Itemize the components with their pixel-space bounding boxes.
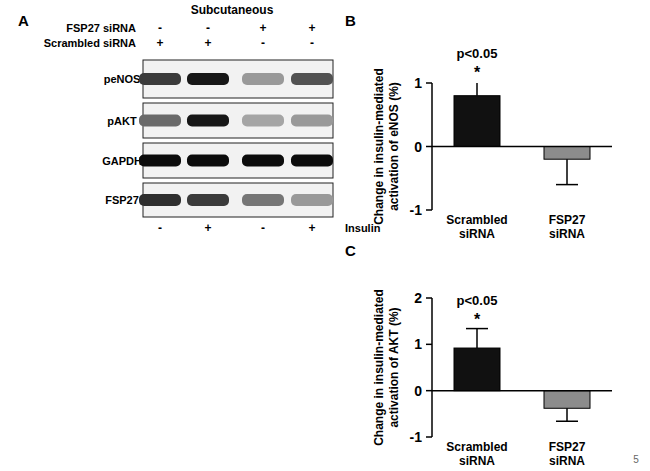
plot-area [454, 329, 590, 422]
condition-label: FSP27 siRNA [66, 22, 136, 34]
y-axis-label: Change in insulin-mediatedactivation of … [372, 289, 401, 446]
y-tick [426, 390, 432, 392]
y-axis [431, 298, 433, 437]
y-tick [426, 209, 432, 211]
blot-band [291, 115, 333, 127]
panel-letter: A [18, 12, 29, 29]
treatment-sign: - [158, 221, 162, 235]
blot-band [242, 155, 284, 167]
blot-band [242, 194, 284, 206]
figure: ASubcutaneousFSP27 siRNA--++Scrambled si… [0, 0, 650, 471]
y-tick [426, 344, 432, 346]
panel-letter: B [345, 12, 356, 29]
treatment-sign: + [308, 221, 315, 235]
error-bar [466, 329, 488, 348]
condition-sign: + [308, 21, 315, 35]
page-number: 5 [633, 454, 639, 465]
treatment-sign: + [204, 221, 211, 235]
bar [544, 147, 590, 160]
plot-area [454, 83, 590, 185]
blot-band [139, 115, 181, 127]
blot-band [291, 155, 333, 167]
condition-sign: + [156, 36, 163, 50]
blot-band [139, 73, 181, 85]
blot-row-label: FSP27 [105, 194, 139, 206]
y-axis-label: Change in insulin-mediatedactivation of … [372, 68, 401, 225]
x-tick-label: FSP27siRNA [549, 440, 586, 468]
blot-band [187, 194, 229, 206]
condition-label: Scrambled siRNA [44, 37, 136, 49]
x-tick-label: ScrambledsiRNA [446, 440, 507, 468]
blot-band [242, 115, 284, 127]
blot-row-label: GAPDH [102, 155, 142, 167]
y-tick [426, 436, 432, 438]
p-value: p<0.05 [457, 293, 498, 308]
blot-band [187, 73, 229, 85]
y-tick-label: 1 [414, 336, 422, 352]
blot-band [139, 194, 181, 206]
error-bar [466, 83, 488, 96]
condition-sign: - [158, 21, 162, 35]
bar [454, 96, 500, 147]
y-tick [426, 146, 432, 148]
blot-row-label: pAKT [107, 115, 137, 127]
blot-row-label: peNOS [104, 73, 141, 85]
bar [454, 348, 500, 391]
blot-band [291, 194, 333, 206]
y-tick [426, 297, 432, 299]
blot-band [242, 73, 284, 85]
y-tick-label: -1 [410, 202, 423, 218]
y-tick-label: -1 [410, 429, 423, 445]
blot-band [187, 115, 229, 127]
x-tick-label: FSP27siRNA [549, 213, 586, 241]
condition-sign: + [204, 36, 211, 50]
y-tick [426, 82, 432, 84]
blot-band [291, 73, 333, 85]
zero-line [432, 146, 612, 148]
condition-sign: - [206, 21, 210, 35]
y-tick-label: 0 [414, 383, 422, 399]
y-tick-label: 0 [414, 139, 422, 155]
blot-band [139, 155, 181, 167]
significance-star: * [474, 64, 481, 81]
error-bar [556, 159, 578, 184]
panel-letter: C [345, 242, 356, 259]
x-tick-label: ScrambledsiRNA [446, 213, 507, 241]
p-value: p<0.05 [457, 46, 498, 61]
blot-band [187, 155, 229, 167]
bar [544, 391, 590, 409]
condition-sign: + [259, 21, 266, 35]
condition-sign: - [310, 36, 314, 50]
condition-sign: - [261, 36, 265, 50]
significance-star: * [474, 311, 481, 328]
error-bar [556, 408, 578, 421]
blot-title: Subcutaneous [191, 3, 274, 17]
y-tick-label: 2 [414, 290, 422, 306]
treatment-sign: - [261, 221, 265, 235]
zero-line [432, 390, 612, 392]
y-tick-label: 1 [414, 75, 422, 91]
